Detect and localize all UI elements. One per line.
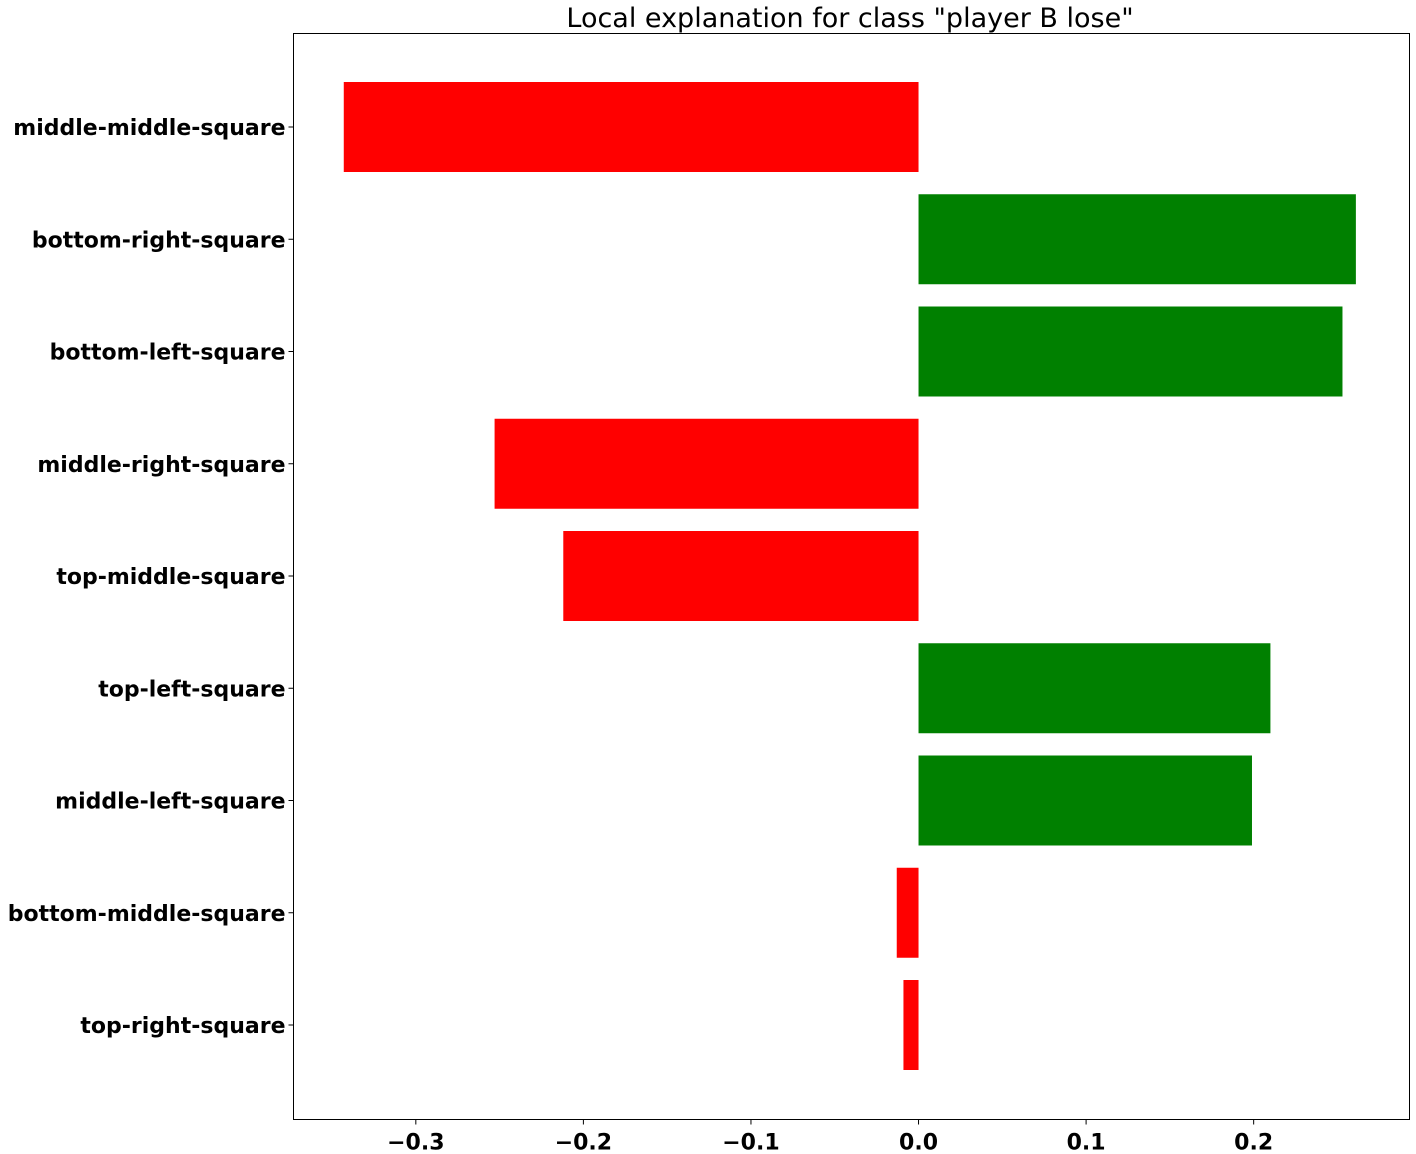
- y-tick-label: bottom-middle-square: [8, 902, 286, 927]
- bar-middle-left-square: [918, 755, 1252, 846]
- x-tick-label: −0.1: [722, 1131, 779, 1154]
- y-tick-label: middle-right-square: [37, 453, 285, 478]
- bar-bottom-right-square: [918, 194, 1356, 285]
- y-tick-label: top-middle-square: [56, 565, 285, 590]
- y-tick-label: top-right-square: [80, 1014, 285, 1039]
- y-axis: middle-middle-square bottom-right-square b…: [8, 116, 294, 1039]
- x-axis: −0.3 −0.2 −0.1 0.0 0.1 0.2: [387, 1119, 1273, 1154]
- chart-title: Local explanation for class "player B lo…: [566, 3, 1133, 34]
- y-tick-label: top-left-square: [98, 677, 285, 702]
- bar-top-middle-square: [563, 531, 919, 621]
- y-tick-label: middle-left-square: [55, 790, 285, 815]
- x-tick-label: 0.1: [1067, 1131, 1106, 1154]
- x-tick-label: 0.0: [899, 1131, 938, 1154]
- bar-bottom-middle-square: [896, 867, 919, 958]
- plot-frame: [293, 33, 1410, 1120]
- bar-middle-right-square: [494, 418, 919, 509]
- bar-middle-middle-square: [343, 82, 919, 172]
- y-tick-label: middle-middle-square: [13, 116, 285, 141]
- y-tick-label: bottom-right-square: [32, 228, 286, 253]
- bar-top-left-square: [918, 643, 1271, 734]
- y-tick-label: bottom-left-square: [50, 341, 286, 366]
- bars-group: [343, 82, 1356, 1070]
- bar-bottom-left-square: [918, 306, 1343, 397]
- x-tick-label: −0.2: [555, 1131, 612, 1154]
- x-tick-label: 0.2: [1234, 1131, 1273, 1154]
- x-tick-label: −0.3: [387, 1131, 444, 1154]
- bar-top-right-square: [903, 980, 919, 1070]
